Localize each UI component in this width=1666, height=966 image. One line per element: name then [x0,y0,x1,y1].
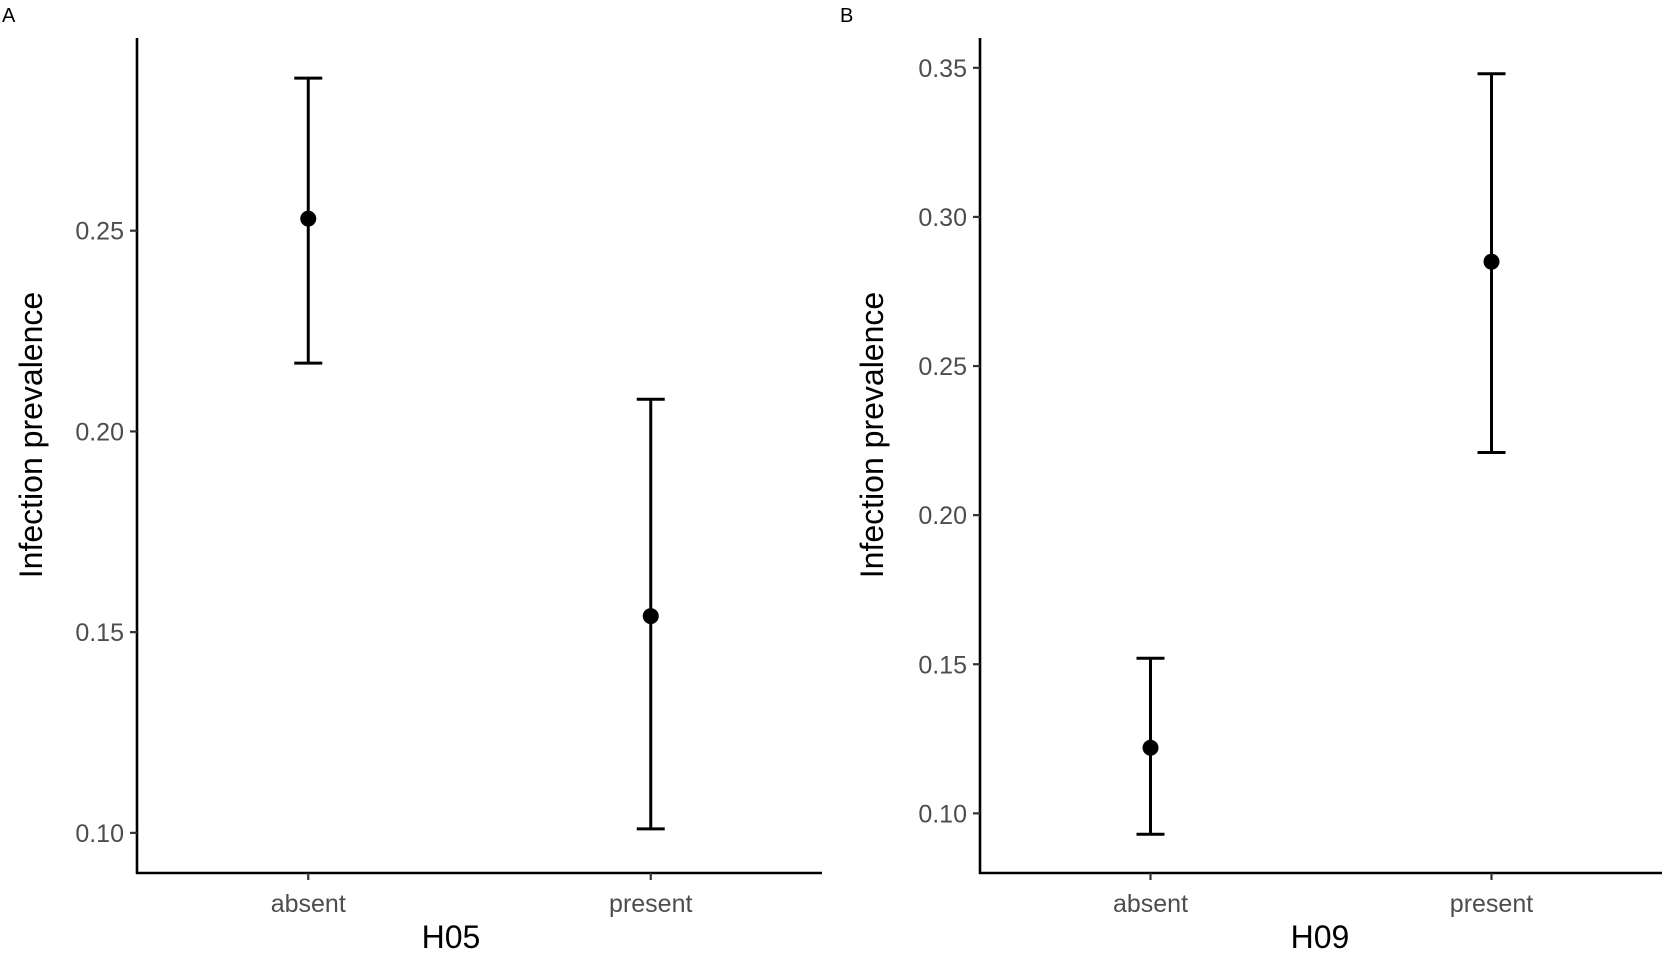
y-tick-label-b: 0.25 [918,353,967,381]
y-axis-title-b: Infection prevalence [854,292,890,578]
y-tick-label-a: 0.20 [75,418,124,446]
y-tick-label-a: 0.25 [75,218,124,246]
x-tick-label-b: absent [1113,890,1188,918]
x-axis-title-a: H05 [422,919,481,955]
data-point-present-b [1483,253,1500,270]
y-tick-label-a: 0.15 [75,619,124,647]
panel-a: A Infection prevalence H05 0.10 0.15 0.20 0… [2,5,822,955]
data-point-absent-a [300,210,317,227]
panel-letter-a: A [2,5,16,27]
y-tick-label-b: 0.35 [918,55,967,83]
y-tick-label-b: 0.10 [918,800,967,828]
y-tick-label-a: 0.10 [75,820,124,848]
panel-b: B Infection prevalence H09 0.10 0.15 0.20 0… [840,5,1662,955]
panel-letter-b: B [840,5,853,27]
x-axis-title-b: H09 [1291,919,1350,955]
data-point-absent-b [1142,739,1159,756]
y-tick-label-b: 0.30 [918,204,967,232]
y-axis-title-a: Infection prevalence [13,292,49,578]
x-tick-label-a: present [609,890,692,918]
y-tick-label-b: 0.20 [918,502,967,530]
y-tick-label-b: 0.15 [918,651,967,679]
x-tick-label-a: absent [271,890,346,918]
data-point-present-a [642,608,659,625]
x-tick-label-b: present [1450,890,1533,918]
